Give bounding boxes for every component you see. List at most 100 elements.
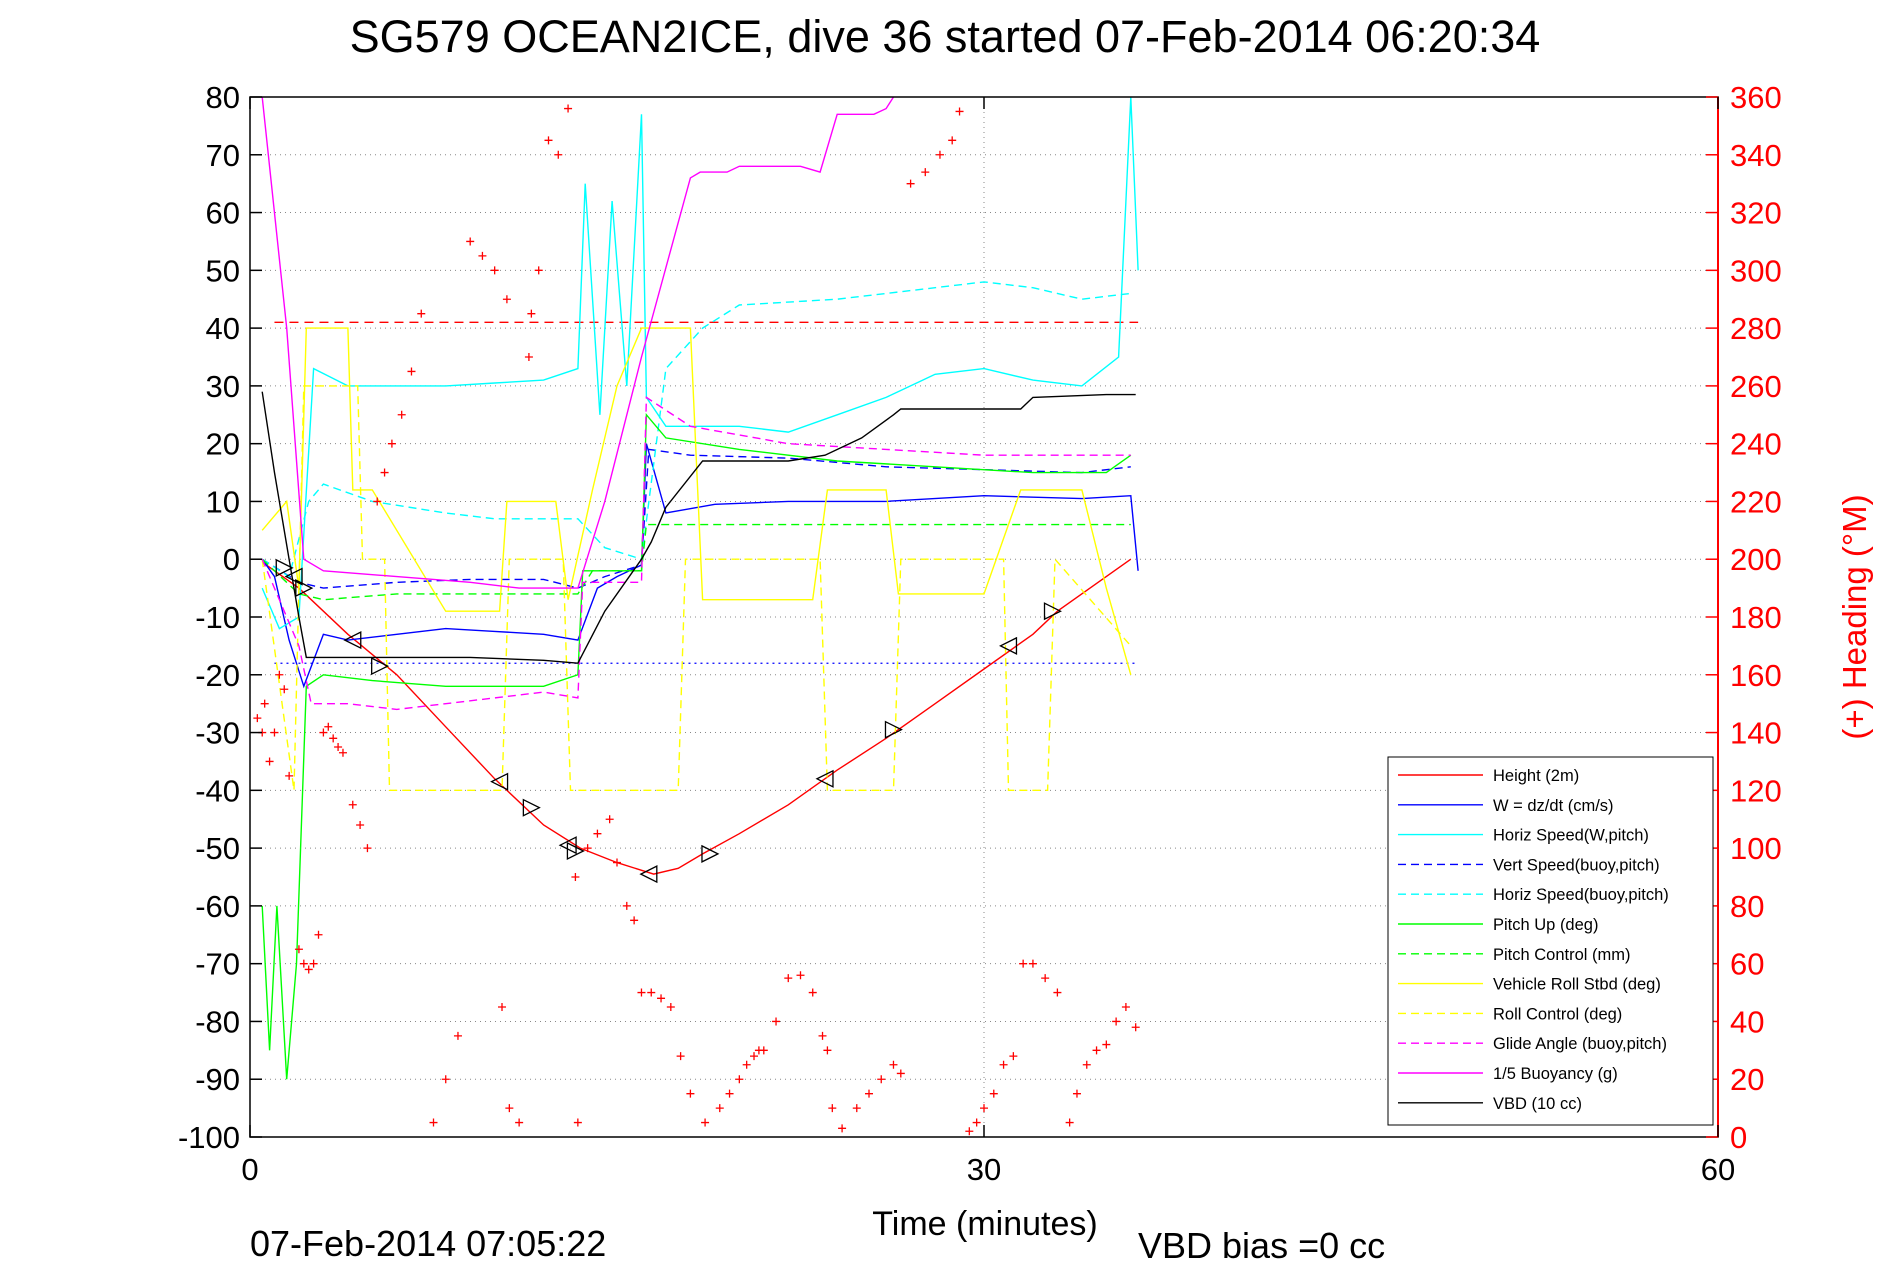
heading-point — [796, 971, 805, 980]
heading-point — [334, 743, 343, 751]
heading-point — [338, 748, 347, 757]
heading-point — [502, 295, 511, 304]
heading-point — [906, 179, 915, 188]
legend-label: Horiz Speed(W,pitch) — [1493, 827, 1649, 845]
heading-point — [1112, 1017, 1121, 1026]
y2-tick-label: 100 — [1730, 831, 1782, 866]
footer-timestamp: 07-Feb-2014 07:05:22 — [250, 1223, 606, 1262]
heading-point — [818, 1031, 827, 1040]
series-line-glide-angle-buoy-pitch — [261, 396, 1131, 711]
y-tick-label: 10 — [206, 484, 240, 519]
heading-point — [948, 136, 957, 145]
y2-tick-label: 200 — [1730, 542, 1782, 577]
heading-point — [441, 1075, 450, 1084]
reference-lines — [274, 321, 1139, 664]
heading-point — [348, 800, 357, 809]
y-tick-label: 0 — [223, 542, 240, 577]
heading-point — [935, 150, 944, 159]
heading-point — [309, 959, 318, 968]
heading-point — [534, 266, 543, 275]
footer-vbd-bias: VBD bias =0 cc — [1138, 1225, 1385, 1262]
heading-point — [1121, 1003, 1130, 1011]
heading-point — [1028, 959, 1037, 968]
heading-point — [466, 237, 475, 246]
y2-tick-label: 220 — [1730, 484, 1782, 519]
heading-point — [314, 930, 323, 939]
heading-point — [490, 266, 499, 275]
track-marker — [701, 844, 720, 863]
right-axis-ticks: 3603403203002802602402202001801601401201… — [1706, 80, 1782, 1155]
heading-point — [387, 439, 396, 448]
legend-label: Roll Control (deg) — [1493, 1005, 1622, 1023]
y-tick-label: -10 — [195, 600, 240, 635]
heading-point — [498, 1003, 507, 1011]
heading-point — [735, 1075, 744, 1084]
heading-point — [772, 1017, 781, 1026]
series-lines — [261, 96, 1139, 1080]
y-tick-label: 40 — [206, 311, 240, 346]
heading-point — [647, 988, 656, 997]
legend-label: 1/5 Buoyancy (g) — [1493, 1065, 1618, 1083]
series-line-vbd-10-cc — [261, 391, 1136, 664]
y2-tick-label: 180 — [1730, 600, 1782, 635]
grid-lines — [250, 97, 1718, 1137]
series-line-w-dz-dt-cm-s — [261, 443, 1139, 689]
heading-point — [285, 771, 294, 780]
heading-point — [823, 1046, 832, 1055]
track-marker — [275, 558, 294, 577]
chart-legend: Height (2m) W = dz/dt (cm/s) Horiz Speed(W… — [1387, 756, 1714, 1126]
heading-point — [363, 844, 372, 853]
y-tick-label: -100 — [178, 1120, 240, 1155]
heading-point — [637, 988, 646, 997]
heading-markers — [253, 104, 1140, 1136]
heading-point — [865, 1089, 874, 1098]
left-axis-ticks: 80 70 60 50 40 30 20 10 0 -10 -20 -30 -40 -50 -60 -70 -8… — [178, 80, 262, 1155]
track-marker — [343, 631, 362, 650]
right-axis-label: (+) Heading (°M) — [1836, 494, 1873, 739]
heading-point — [299, 959, 308, 968]
heading-point — [750, 1052, 759, 1061]
heading-point — [319, 728, 328, 737]
heading-point — [676, 1052, 685, 1061]
y-tick-label: -20 — [195, 658, 240, 693]
heading-point — [701, 1118, 710, 1127]
heading-point — [407, 367, 416, 376]
y2-tick-label: 240 — [1730, 427, 1782, 462]
heading-point — [896, 1069, 905, 1078]
track-marker — [490, 772, 509, 791]
heading-point — [571, 873, 580, 881]
heading-point — [989, 1089, 998, 1098]
y2-tick-label: 140 — [1730, 716, 1782, 751]
y-tick-label: -60 — [195, 889, 240, 924]
track-marker — [566, 841, 585, 861]
heading-point — [808, 988, 817, 997]
heading-point — [1019, 959, 1028, 968]
series-line-roll-control-deg — [261, 385, 1132, 791]
x-tick-label: 0 — [241, 1152, 258, 1187]
legend-box — [1387, 756, 1714, 1126]
heading-point — [657, 994, 666, 1003]
triangle-markers — [275, 558, 1062, 884]
heading-point — [527, 309, 536, 318]
track-marker — [522, 798, 541, 817]
x-tick-label: 30 — [967, 1152, 1001, 1187]
y-tick-label: -50 — [195, 831, 240, 866]
y2-tick-label: 320 — [1730, 196, 1782, 231]
heading-point — [275, 670, 284, 679]
heading-point — [955, 107, 964, 116]
y2-tick-label: 20 — [1730, 1062, 1764, 1097]
heading-point — [1092, 1046, 1101, 1055]
heading-point — [453, 1031, 462, 1040]
legend-label: Pitch Control (mm) — [1493, 946, 1631, 964]
heading-point — [324, 722, 333, 731]
y-tick-label: 80 — [206, 80, 240, 115]
series-line-vert-speed-buoy-pitch — [261, 448, 1131, 589]
y2-tick-label: 40 — [1730, 1004, 1764, 1039]
heading-point — [478, 251, 487, 260]
y-tick-label: 60 — [206, 196, 240, 231]
heading-point — [1065, 1118, 1074, 1127]
heading-point — [554, 150, 563, 159]
heading-point — [877, 1075, 886, 1084]
heading-point — [280, 685, 289, 694]
